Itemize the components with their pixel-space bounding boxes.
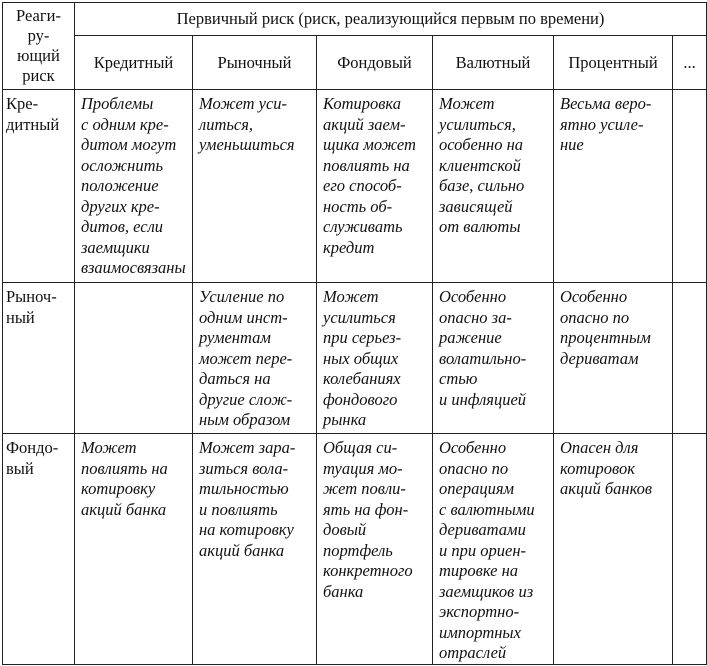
column-header-stock: Фондовый bbox=[316, 35, 433, 90]
table-cell: Может уси- литься, уменьшиться bbox=[192, 89, 317, 283]
table-cell: Может повлиять на котировку акций банка bbox=[74, 433, 193, 665]
table-cell: Проблемы с одним кре- дитом могут осложн… bbox=[74, 89, 193, 283]
reacting-risk-header: Реаги- ру- ющий риск bbox=[2, 2, 75, 90]
row-header-market: Рыноч- ный bbox=[2, 282, 75, 434]
table-cell: Общая си- туация мо- жет повли- ять на ф… bbox=[316, 433, 433, 665]
table-cell: Весьма веро- ятно усиле- ние bbox=[553, 89, 673, 283]
table-cell: Особенно опасно по операциям с валютными… bbox=[432, 433, 554, 665]
column-header-more: ... bbox=[672, 35, 707, 90]
table-cell bbox=[74, 282, 193, 434]
table-cell: Опасен для котировок акций банков bbox=[553, 433, 673, 665]
table-cell: Может зара- зиться вола- тильностью и по… bbox=[192, 433, 317, 665]
table-row-market: Рыноч- ный Усиление по одним инст- румен… bbox=[2, 282, 707, 434]
table-cell: Может усилиться, особенно на клиентской … bbox=[432, 89, 554, 283]
table-cell: Усиление по одним инст- рументам может п… bbox=[192, 282, 317, 434]
table-cell: Особенно опасно за- ражение волатильно- … bbox=[432, 282, 554, 434]
row-header-credit: Кре- дитный bbox=[2, 89, 75, 283]
table-cell bbox=[672, 433, 707, 665]
column-header-currency: Валютный bbox=[432, 35, 554, 90]
column-header-market: Рыночный bbox=[192, 35, 317, 90]
table-row-credit: Кре- дитный Проблемы с одним кре- дитом … bbox=[2, 89, 707, 283]
table-row-stock: Фондо- вый Может повлиять на котировку а… bbox=[2, 433, 707, 665]
row-header-stock: Фондо- вый bbox=[2, 433, 75, 665]
table-cell bbox=[672, 282, 707, 434]
table-cell: Может усилиться при серьез- ных общих ко… bbox=[316, 282, 433, 434]
table-cell bbox=[672, 89, 707, 283]
table-cell: Особенно опасно по процентным дериватам bbox=[553, 282, 673, 434]
primary-risk-header: Первичный риск (риск, реализующийся перв… bbox=[74, 2, 707, 36]
table-cell: Котировка акций заем- щика может повлият… bbox=[316, 89, 433, 283]
column-header-credit: Кредитный bbox=[74, 35, 193, 90]
column-header-interest: Процентный bbox=[553, 35, 673, 90]
